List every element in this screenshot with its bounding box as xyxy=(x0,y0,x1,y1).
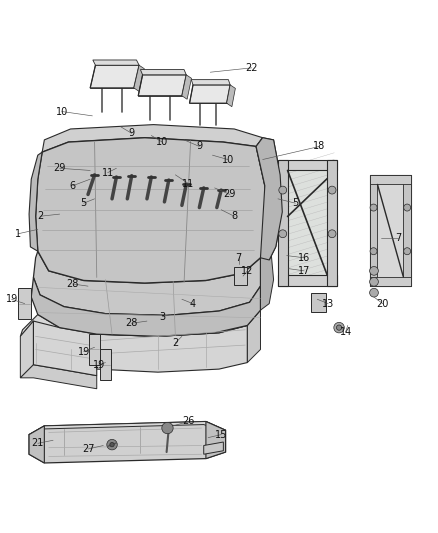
Text: 7: 7 xyxy=(236,253,242,263)
Text: 19: 19 xyxy=(6,294,18,304)
Text: 16: 16 xyxy=(298,253,310,263)
Polygon shape xyxy=(281,162,334,284)
Circle shape xyxy=(334,322,344,333)
Text: 29: 29 xyxy=(53,163,66,173)
Polygon shape xyxy=(370,277,411,286)
Text: 27: 27 xyxy=(82,444,94,454)
Polygon shape xyxy=(278,159,337,171)
Circle shape xyxy=(370,248,377,255)
Polygon shape xyxy=(138,75,186,96)
Text: 8: 8 xyxy=(231,211,237,221)
Circle shape xyxy=(370,266,378,275)
Polygon shape xyxy=(90,65,139,88)
Text: 9: 9 xyxy=(196,141,202,151)
Polygon shape xyxy=(29,152,42,251)
Text: 9: 9 xyxy=(129,128,135,139)
Text: 22: 22 xyxy=(245,63,258,73)
Text: 2: 2 xyxy=(37,211,43,221)
Text: 3: 3 xyxy=(159,312,165,322)
Circle shape xyxy=(107,439,117,450)
Polygon shape xyxy=(234,266,247,285)
Text: 14: 14 xyxy=(339,327,352,337)
Polygon shape xyxy=(97,310,261,336)
Polygon shape xyxy=(29,422,226,463)
Text: 6: 6 xyxy=(70,181,76,191)
Polygon shape xyxy=(226,85,235,107)
Circle shape xyxy=(162,422,173,434)
Text: 28: 28 xyxy=(67,279,79,289)
Text: 10: 10 xyxy=(156,137,168,147)
Text: 10: 10 xyxy=(222,155,234,165)
Polygon shape xyxy=(35,138,269,283)
Text: 5: 5 xyxy=(81,198,87,208)
Circle shape xyxy=(328,186,336,194)
Circle shape xyxy=(279,186,287,194)
Polygon shape xyxy=(29,426,44,463)
Circle shape xyxy=(110,442,114,447)
Polygon shape xyxy=(327,159,337,286)
Text: 29: 29 xyxy=(224,189,236,199)
Polygon shape xyxy=(141,70,186,75)
Polygon shape xyxy=(261,256,274,310)
Polygon shape xyxy=(311,293,326,312)
Text: 12: 12 xyxy=(241,266,254,276)
Circle shape xyxy=(336,325,342,330)
Polygon shape xyxy=(20,314,97,341)
Polygon shape xyxy=(191,79,230,85)
Text: 7: 7 xyxy=(395,233,401,243)
Circle shape xyxy=(328,230,336,238)
Text: 10: 10 xyxy=(56,107,68,117)
Circle shape xyxy=(279,230,287,238)
Text: 21: 21 xyxy=(32,438,44,448)
Polygon shape xyxy=(42,125,263,152)
Polygon shape xyxy=(20,365,97,389)
Text: 11: 11 xyxy=(102,168,114,177)
Polygon shape xyxy=(403,175,411,286)
Circle shape xyxy=(370,277,378,286)
Text: 13: 13 xyxy=(322,298,334,309)
Circle shape xyxy=(404,248,411,255)
Circle shape xyxy=(370,204,377,211)
Polygon shape xyxy=(204,442,223,454)
Polygon shape xyxy=(97,326,247,372)
Polygon shape xyxy=(20,321,33,378)
Polygon shape xyxy=(93,60,139,65)
Text: 17: 17 xyxy=(298,266,311,276)
Text: 1: 1 xyxy=(15,229,21,239)
Text: 2: 2 xyxy=(172,338,178,348)
Polygon shape xyxy=(278,275,337,286)
Polygon shape xyxy=(18,288,31,319)
Text: 5: 5 xyxy=(292,198,299,208)
Polygon shape xyxy=(29,422,226,436)
Text: 20: 20 xyxy=(377,298,389,309)
Polygon shape xyxy=(370,175,411,286)
Text: 28: 28 xyxy=(126,318,138,328)
Polygon shape xyxy=(247,310,261,362)
Text: 11: 11 xyxy=(182,179,194,189)
Text: 19: 19 xyxy=(93,360,105,370)
Polygon shape xyxy=(370,175,378,286)
Polygon shape xyxy=(33,251,261,316)
Circle shape xyxy=(370,288,378,297)
Text: 19: 19 xyxy=(78,346,90,357)
Text: 18: 18 xyxy=(313,141,325,151)
Polygon shape xyxy=(182,75,191,99)
Text: 15: 15 xyxy=(215,430,227,440)
Polygon shape xyxy=(100,350,111,380)
Polygon shape xyxy=(278,159,288,286)
Polygon shape xyxy=(31,277,261,336)
Text: 4: 4 xyxy=(190,298,196,309)
Polygon shape xyxy=(89,334,100,365)
Polygon shape xyxy=(134,65,145,92)
Circle shape xyxy=(404,204,411,211)
Polygon shape xyxy=(206,422,226,458)
Polygon shape xyxy=(190,85,230,103)
Polygon shape xyxy=(256,138,283,260)
Polygon shape xyxy=(33,321,97,376)
Polygon shape xyxy=(256,138,283,260)
Text: 26: 26 xyxy=(182,416,194,426)
Polygon shape xyxy=(370,175,411,184)
